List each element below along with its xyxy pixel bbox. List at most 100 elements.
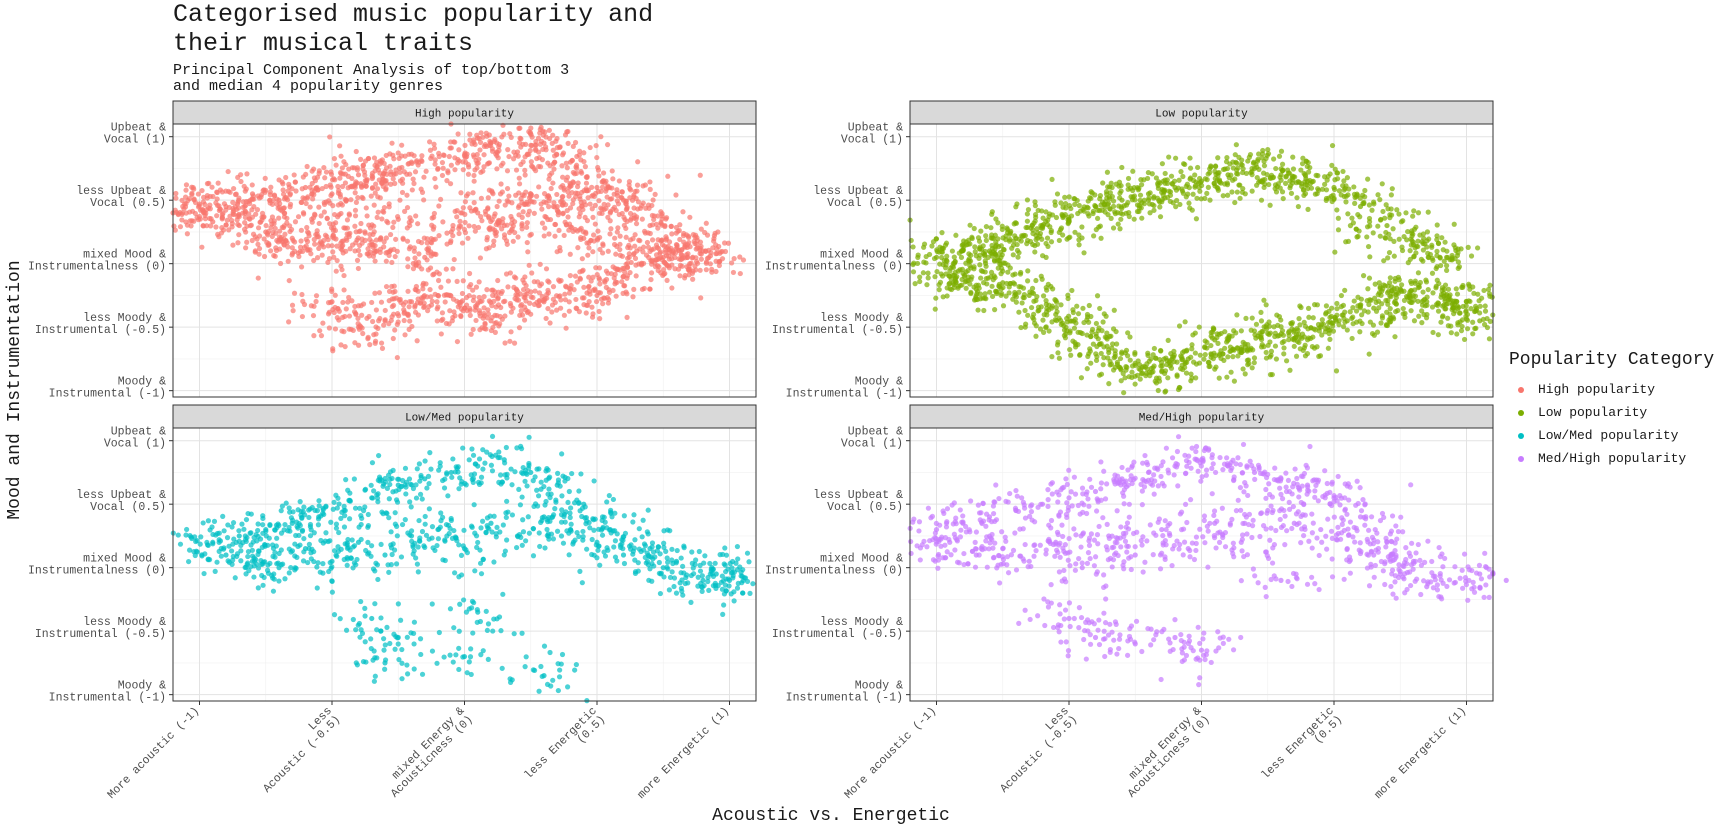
data-point (262, 175, 268, 181)
data-point (1058, 200, 1064, 206)
data-point (510, 238, 516, 244)
data-point (1251, 360, 1257, 366)
data-point (301, 549, 307, 555)
data-point (1322, 181, 1328, 187)
data-point (584, 218, 591, 224)
data-point (599, 514, 606, 520)
data-point (293, 188, 299, 194)
data-point (1401, 297, 1408, 303)
data-point (382, 307, 388, 314)
panel-border (172, 123, 757, 398)
data-point (524, 239, 530, 246)
data-point (1458, 328, 1465, 334)
data-point (1461, 336, 1468, 343)
data-point (221, 528, 227, 534)
data-point (1062, 211, 1068, 218)
data-point (577, 276, 583, 282)
data-point (1061, 332, 1067, 339)
data-point (434, 306, 440, 312)
data-point (1197, 352, 1203, 358)
data-point (318, 239, 324, 245)
data-point (421, 303, 428, 310)
data-point (1329, 198, 1335, 205)
data-point (1430, 290, 1436, 296)
data-point (1075, 311, 1082, 317)
data-point (593, 298, 600, 305)
data-point (1391, 253, 1397, 259)
data-point (1466, 298, 1472, 304)
data-point (345, 299, 351, 305)
data-point (310, 312, 317, 319)
data-point (399, 142, 405, 148)
data-point (971, 266, 977, 272)
data-point (280, 187, 286, 193)
data-point (613, 293, 619, 299)
data-point (677, 236, 683, 243)
data-point (606, 527, 613, 533)
data-point (431, 214, 437, 220)
data-point (456, 666, 462, 673)
data-point (538, 519, 544, 525)
data-point (395, 601, 401, 607)
data-point (1380, 282, 1387, 288)
data-point (456, 225, 462, 232)
data-point (508, 227, 514, 234)
data-point (270, 229, 276, 236)
data-point (571, 500, 578, 506)
data-point (1267, 330, 1274, 336)
data-point (529, 142, 535, 149)
data-point (1217, 179, 1223, 185)
data-point (1128, 194, 1134, 200)
data-point (487, 227, 493, 233)
data-point (538, 479, 544, 485)
data-point (519, 630, 525, 636)
data-point (1176, 177, 1182, 183)
data-point (460, 205, 466, 211)
data-point (378, 299, 385, 305)
data-point (592, 202, 598, 208)
data-point (349, 298, 355, 304)
data-point (1033, 277, 1039, 284)
data-point (1235, 353, 1241, 359)
data-point (1357, 329, 1363, 335)
data-point (995, 236, 1001, 242)
data-point (599, 184, 606, 190)
data-point (498, 181, 504, 187)
data-point (340, 299, 346, 306)
data-point (1481, 287, 1487, 294)
data-point (326, 325, 332, 331)
data-point (272, 527, 278, 533)
data-point (991, 273, 997, 279)
data-point (563, 177, 569, 183)
data-point (1129, 369, 1135, 375)
data-point (521, 317, 528, 323)
data-point (689, 549, 695, 555)
data-point (1145, 197, 1152, 203)
data-point (563, 283, 569, 289)
data-point (1433, 285, 1439, 291)
data-point (663, 548, 669, 554)
data-point (300, 210, 307, 216)
data-point (600, 301, 606, 307)
data-point (1089, 326, 1096, 333)
data-point (507, 270, 513, 276)
data-point (448, 139, 454, 145)
data-point (989, 283, 995, 289)
data-point (417, 538, 423, 544)
data-point (272, 554, 278, 560)
data-point (1208, 164, 1214, 170)
data-point (359, 194, 365, 200)
data-point (929, 243, 935, 249)
data-point (566, 193, 572, 199)
data-point (1235, 171, 1241, 177)
data-point (658, 270, 664, 276)
data-point (291, 172, 297, 178)
data-point (491, 559, 497, 565)
data-point (211, 518, 218, 524)
data-point (1429, 304, 1436, 310)
data-point (1481, 321, 1488, 328)
data-point (1396, 211, 1402, 217)
data-point (179, 197, 185, 203)
data-point (346, 313, 353, 319)
data-point (549, 170, 555, 176)
